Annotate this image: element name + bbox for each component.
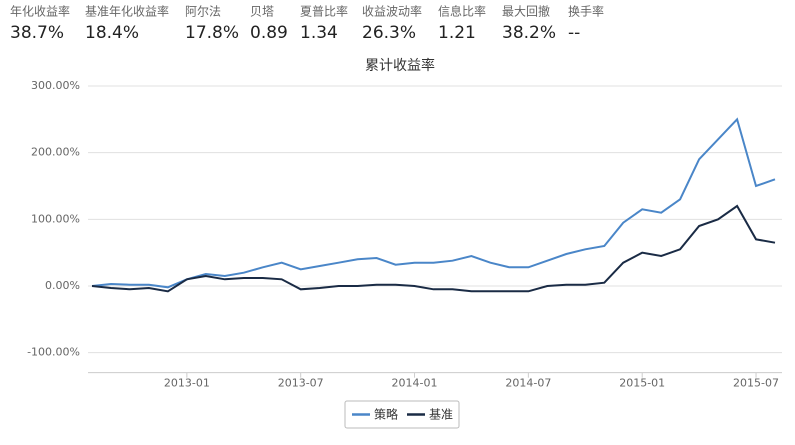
x-tick-label: 2015-07 [733,377,779,390]
stat-label: 年化收益率 [10,4,70,19]
stat-label: 最大回撤 [502,4,550,19]
legend-label[interactable]: 基准 [429,408,453,422]
stat-label: 基准年化收益率 [85,4,169,19]
x-tick-label: 2014-07 [505,377,551,390]
x-tick-label: 2013-01 [164,377,210,390]
stat-value: 38.7% [10,23,64,43]
stat-value: 1.21 [438,23,476,43]
chart-title: 累计收益率 [365,57,435,74]
stat-value: 38.2% [502,23,556,43]
stat-label: 收益波动率 [362,4,422,19]
stat-value: 26.3% [362,23,416,43]
x-tick-label: 2014-01 [392,377,438,390]
y-tick-label: 0.00% [45,279,80,292]
stat-value: 0.89 [250,23,288,43]
stat-label: 阿尔法 [185,4,221,19]
stat-label: 换手率 [568,4,604,19]
y-tick-label: -100.00% [27,346,80,359]
x-tick-label: 2013-07 [278,377,324,390]
stat-value: -- [568,23,580,43]
legend-label[interactable]: 策略 [374,407,398,422]
stat-label: 信息比率 [438,4,486,19]
stat-value: 17.8% [185,23,239,43]
series-line [91,117,776,289]
y-tick-label: 300.00% [31,79,80,92]
legend-box [344,400,460,429]
x-tick-label: 2015-01 [619,377,665,390]
stat-value: 18.4% [85,23,139,43]
y-tick-label: 100.00% [31,212,80,225]
series-line [91,204,776,293]
stat-value: 1.34 [300,23,338,43]
stat-label: 夏普比率 [300,4,348,19]
stat-label: 贝塔 [250,5,274,19]
y-tick-label: 200.00% [31,146,80,159]
